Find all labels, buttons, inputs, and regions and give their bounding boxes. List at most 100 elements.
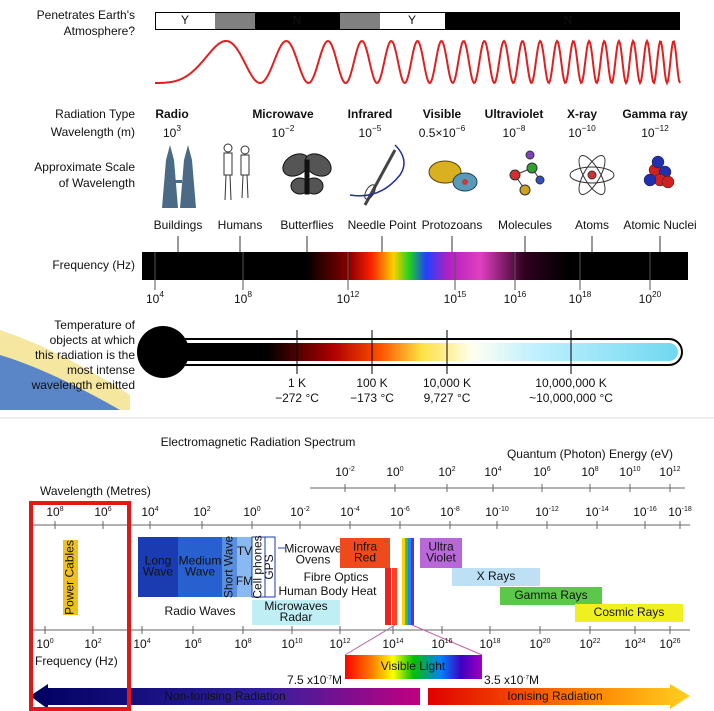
radiation-type: Gamma ray xyxy=(622,107,688,121)
wavelength-tick: 10-14 xyxy=(585,505,609,519)
radiation-type: Radio xyxy=(155,107,188,121)
wavelength-tick: 100 xyxy=(243,505,260,519)
frequency-tick-exponent: 10 xyxy=(295,638,303,645)
frequency-tick-exponent: 0 xyxy=(50,638,54,645)
frequency-tick-exponent: 24 xyxy=(638,638,646,645)
wavelength-tick: 10-2 xyxy=(290,505,310,519)
frequency-tick-base: 10 xyxy=(382,637,396,651)
frequency-tick-base: 10 xyxy=(281,637,295,651)
frequency-tick: 104 xyxy=(133,637,150,651)
icon-protozoa xyxy=(429,161,477,191)
wavelength-tick: 10-12 xyxy=(535,505,559,519)
axis-label: Quantum (Photon) Energy (eV) xyxy=(507,447,673,461)
atmosphere-flag: N xyxy=(293,13,302,27)
energy-tick: 104 xyxy=(484,465,501,479)
energy-tick-base: 10 xyxy=(533,465,547,479)
scale-object: Butterflies xyxy=(280,218,333,232)
wavelength-tick: 102 xyxy=(193,505,210,519)
frequency-tick-base: 10 xyxy=(569,292,583,306)
radiation-type: Ultraviolet xyxy=(485,107,544,121)
band-label: Human Body Heat xyxy=(278,584,377,598)
visible-limit: 3.5 x10-7M xyxy=(484,673,539,687)
wavelength-tick-base: 10 xyxy=(340,505,354,519)
icon-buildings xyxy=(162,145,196,208)
wavelength-tick-exponent: 2 xyxy=(207,506,211,513)
wavelength-value: 10−2 xyxy=(272,123,295,140)
frequency-tick-base: 10 xyxy=(84,637,98,651)
wavelength-value: 103 xyxy=(163,123,181,140)
temperature-celsius: −173 °C xyxy=(350,391,394,405)
wavelength-tick-base: 10 xyxy=(585,505,599,519)
frequency-tick: 1012 xyxy=(337,289,360,306)
spectrum-title: Electromagnetic Radiation Spectrum xyxy=(161,435,356,449)
wavelength-tick-exponent: -18 xyxy=(682,506,692,513)
energy-tick-exponent: 6 xyxy=(547,466,551,473)
band-label: Violet xyxy=(426,551,456,565)
icon-molecule xyxy=(510,151,544,195)
energy-tick: 106 xyxy=(533,465,550,479)
temperature-celsius: 9,727 °C xyxy=(424,391,471,405)
wavelength-tick: 108 xyxy=(46,505,63,519)
row-label: Approximate Scale xyxy=(34,160,135,174)
wavelength-tick-base: 10 xyxy=(141,505,155,519)
radiation-type: X-ray xyxy=(567,107,597,121)
temperature-kelvin: 10,000,000 K xyxy=(535,376,606,390)
wavelength-tick-exponent: -8 xyxy=(454,506,460,513)
energy-tick-base: 10 xyxy=(335,465,349,479)
wavelength-tick: 10-6 xyxy=(390,505,410,519)
visible-limit-unit: M xyxy=(332,673,342,687)
radiation-class: Ionising Radiation xyxy=(507,689,602,703)
radiation-type: Microwave xyxy=(252,107,314,121)
wavelength-value-base: 10 xyxy=(568,126,582,140)
band-label: Wave xyxy=(143,565,174,579)
frequency-tick: 108 xyxy=(234,637,251,651)
frequency-tick-exponent: 16 xyxy=(517,289,527,299)
frequency-tick-exponent: 8 xyxy=(247,289,252,299)
frequency-tick: 1018 xyxy=(569,289,592,306)
wavelength-tick-exponent: -4 xyxy=(354,506,360,513)
band-label: Cosmic Rays xyxy=(594,605,665,619)
wavelength-tick-base: 10 xyxy=(633,505,647,519)
row-label: Radiation Type xyxy=(55,107,135,121)
frequency-tick-exponent: 2 xyxy=(98,638,102,645)
band-label: Gamma Rays xyxy=(514,588,587,602)
scale-icons xyxy=(162,144,674,208)
frequency-tick-exponent: 22 xyxy=(593,638,601,645)
band-label: Fibre Optics xyxy=(304,570,369,584)
energy-tick: 100 xyxy=(386,465,403,479)
band-label: Radio Waves xyxy=(165,604,236,618)
wavelength-value-base: 10 xyxy=(641,126,655,140)
energy-tick: 1012 xyxy=(659,465,680,479)
row-label: Temperature of xyxy=(54,318,135,332)
wavelength-tick-exponent: -2 xyxy=(304,506,310,513)
energy-tick: 108 xyxy=(581,465,598,479)
frequency-tick-exponent: 6 xyxy=(198,638,202,645)
frequency-tick-base: 10 xyxy=(431,637,445,651)
wavelength-value-exponent: 3 xyxy=(176,123,181,133)
frequency-tick: 1014 xyxy=(382,637,403,651)
row-label: this radiation is the xyxy=(35,348,135,362)
row-label: Wavelength (m) xyxy=(51,125,135,139)
band-label: GPS xyxy=(262,554,276,579)
energy-tick-exponent: 4 xyxy=(498,466,502,473)
wavelength-tick: 106 xyxy=(94,505,111,519)
band-label: Wave xyxy=(185,565,216,579)
wavelength-tick-exponent: 6 xyxy=(108,506,112,513)
energy-tick-exponent: 8 xyxy=(595,466,599,473)
frequency-tick-base: 10 xyxy=(146,292,160,306)
temperature-kelvin: 100 K xyxy=(356,376,387,390)
frequency-tick: 1020 xyxy=(639,289,662,306)
frequency-tick: 1012 xyxy=(329,637,350,651)
frequency-tick: 1022 xyxy=(579,637,600,651)
wavelength-value-exponent: −8 xyxy=(516,123,526,133)
frequency-tick-exponent: 14 xyxy=(396,638,404,645)
wavelength-value: 0.5×10−6 xyxy=(419,123,466,140)
scale-object: Humans xyxy=(218,218,263,232)
visible-limit-base: 3.5 x10 xyxy=(484,673,524,687)
scale-object: Atoms xyxy=(575,218,609,232)
frequency-tick: 1024 xyxy=(624,637,645,651)
icon-nucleus xyxy=(644,156,674,188)
energy-tick-base: 10 xyxy=(581,465,595,479)
atmosphere-flag: Y xyxy=(181,13,189,27)
radiation-type: Infrared xyxy=(348,107,393,121)
